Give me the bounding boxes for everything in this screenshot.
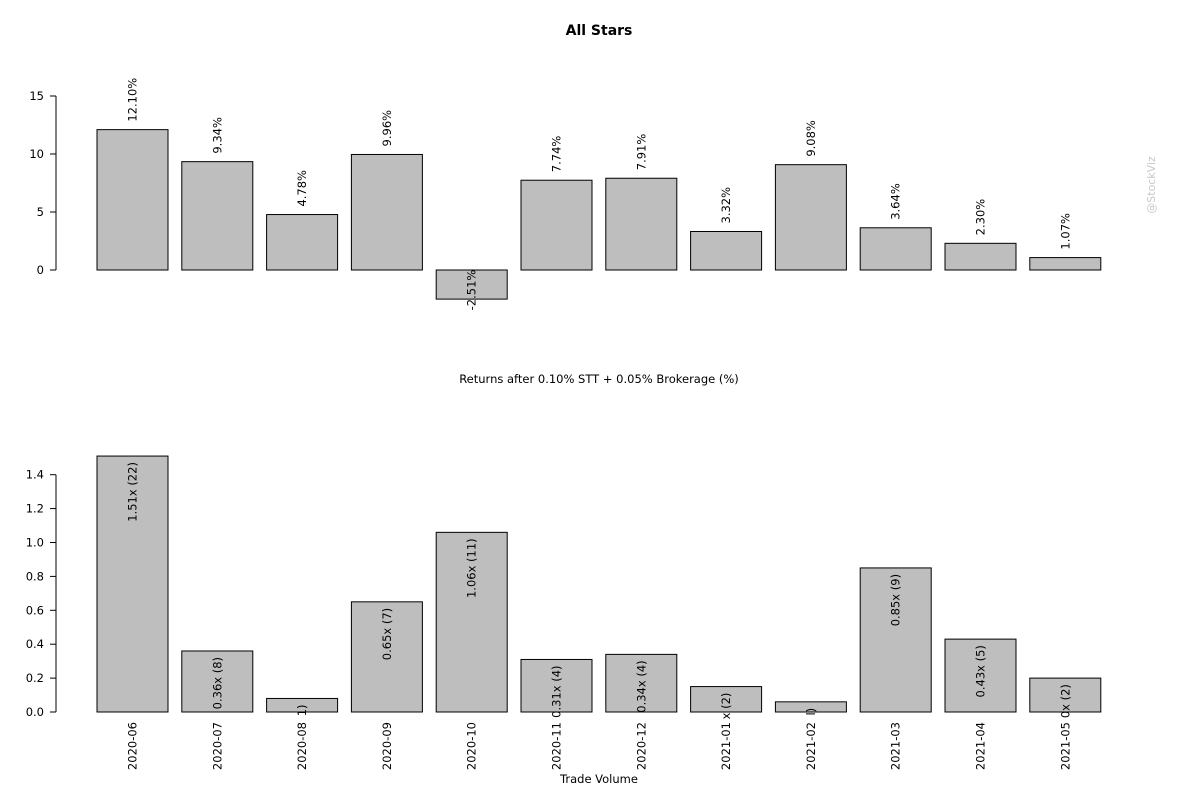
chart-2-x-axis-title: Trade Volume (559, 772, 638, 786)
chart-2-y-tick-label: 0.6 (26, 603, 44, 617)
chart-2-data-label: 0.34x (4) (634, 660, 648, 712)
chart-2-y-tick-label: 1.2 (26, 502, 44, 516)
chart-2-bar (96, 455, 169, 713)
x-tick-label: 2020-06 (126, 722, 140, 770)
chart-2-y-tick-label: 0.8 (26, 569, 44, 583)
chart-2-bar (266, 697, 339, 713)
x-tick-label: 2020-09 (380, 722, 394, 770)
chart-1-data-label: 7.91% (634, 134, 648, 171)
chart-2-bar (605, 653, 678, 713)
chart-1-bar (181, 161, 254, 271)
chart-1-data-label: 1.07% (1058, 213, 1072, 250)
chart-1-data-label: 9.96% (380, 110, 394, 147)
chart-1-data-label: 4.78% (295, 170, 309, 207)
chart-1-bar (605, 177, 678, 271)
chart-1-bar (266, 214, 339, 271)
chart-2-data-label: 0.85x (9) (889, 574, 903, 626)
chart-1-data-label: 9.34% (210, 117, 224, 154)
chart-2-y-tick-label: 0.4 (26, 637, 44, 651)
chart-2-bar (944, 638, 1017, 713)
chart-2-y-tick-label: 1.0 (26, 536, 44, 550)
chart-1-bar (1029, 257, 1102, 271)
chart-2-bar (435, 531, 508, 713)
chart-1-y-tick-label: 0 (37, 263, 44, 277)
x-tick-label: 2021-01 (719, 722, 733, 770)
chart-1-bar (859, 227, 932, 271)
chart-1-data-label: 9.08% (804, 120, 818, 157)
chart-2-data-label: 0.65x (7) (380, 608, 394, 660)
chart-2-bar (690, 686, 763, 713)
watermark: @StockViz (1145, 156, 1158, 214)
chart-2-y-tick-label: 0.2 (26, 671, 44, 685)
chart-2-data-label: 1) (295, 704, 309, 716)
chart-2-y-tick-label: 1.4 (26, 468, 44, 482)
chart-1-data-label: 3.64% (889, 183, 903, 220)
chart-1-bar (944, 242, 1017, 271)
chart-2-data-label: 1.51x (22) (126, 462, 140, 522)
chart-2-data-label: l) (804, 708, 818, 716)
chart-1-data-label: 7.74% (550, 136, 564, 173)
chart-2-data-label: 0.43x (5) (974, 645, 988, 697)
x-tick-label: 2021-03 (889, 722, 903, 770)
x-tick-label: 2020-08 (295, 722, 309, 770)
chart-2-data-label: 0.36x (8) (210, 657, 224, 709)
chart-1-data-label: -2.51% (465, 270, 479, 311)
x-tick-label: 2021-05 (1058, 722, 1072, 770)
chart-2-bar (520, 658, 593, 713)
chart-1-x-axis-title: Returns after 0.10% STT + 0.05% Brokerag… (459, 372, 739, 386)
chart-1-bar (96, 129, 169, 271)
chart-2-y-tick-label: 0.0 (26, 705, 44, 719)
chart-2-data-label: 0x (2) (1058, 684, 1072, 718)
chart-1-y-tick-label: 10 (29, 147, 44, 161)
chart-1-bar (435, 269, 508, 300)
chart-1-data-label: 2.30% (974, 199, 988, 236)
chart-2-data-label: 0.31x (4) (550, 665, 564, 717)
chart-1-bar (350, 153, 423, 271)
chart-1-bar (690, 230, 763, 271)
x-tick-label: 2020-10 (465, 722, 479, 770)
chart-2-bar (774, 701, 847, 713)
chart-2-bar (1029, 677, 1102, 713)
chart-1-y-tick-label: 15 (29, 89, 44, 103)
chart-1-bar (774, 164, 847, 271)
x-tick-label: 2021-02 (804, 722, 818, 770)
chart-2-data-label: 1.06x (11) (465, 538, 479, 598)
x-tick-label: 2020-07 (210, 722, 224, 770)
chart-1-bar (520, 179, 593, 271)
chart-2-data-label: x (2) (719, 693, 733, 720)
chart-2-bar (350, 601, 423, 713)
chart-1-y-tick-label: 5 (37, 205, 44, 219)
chart-1-data-label: 12.10% (126, 78, 140, 122)
chart-2-bar (181, 650, 254, 713)
chart-title: All Stars (566, 23, 633, 39)
chart-2-bar (859, 567, 932, 713)
x-tick-label: 2020-12 (634, 722, 648, 770)
x-tick-label: 2021-04 (974, 722, 988, 770)
chart-1-data-label: 3.32% (719, 187, 733, 224)
x-tick-label: 2020-11 (550, 722, 564, 770)
